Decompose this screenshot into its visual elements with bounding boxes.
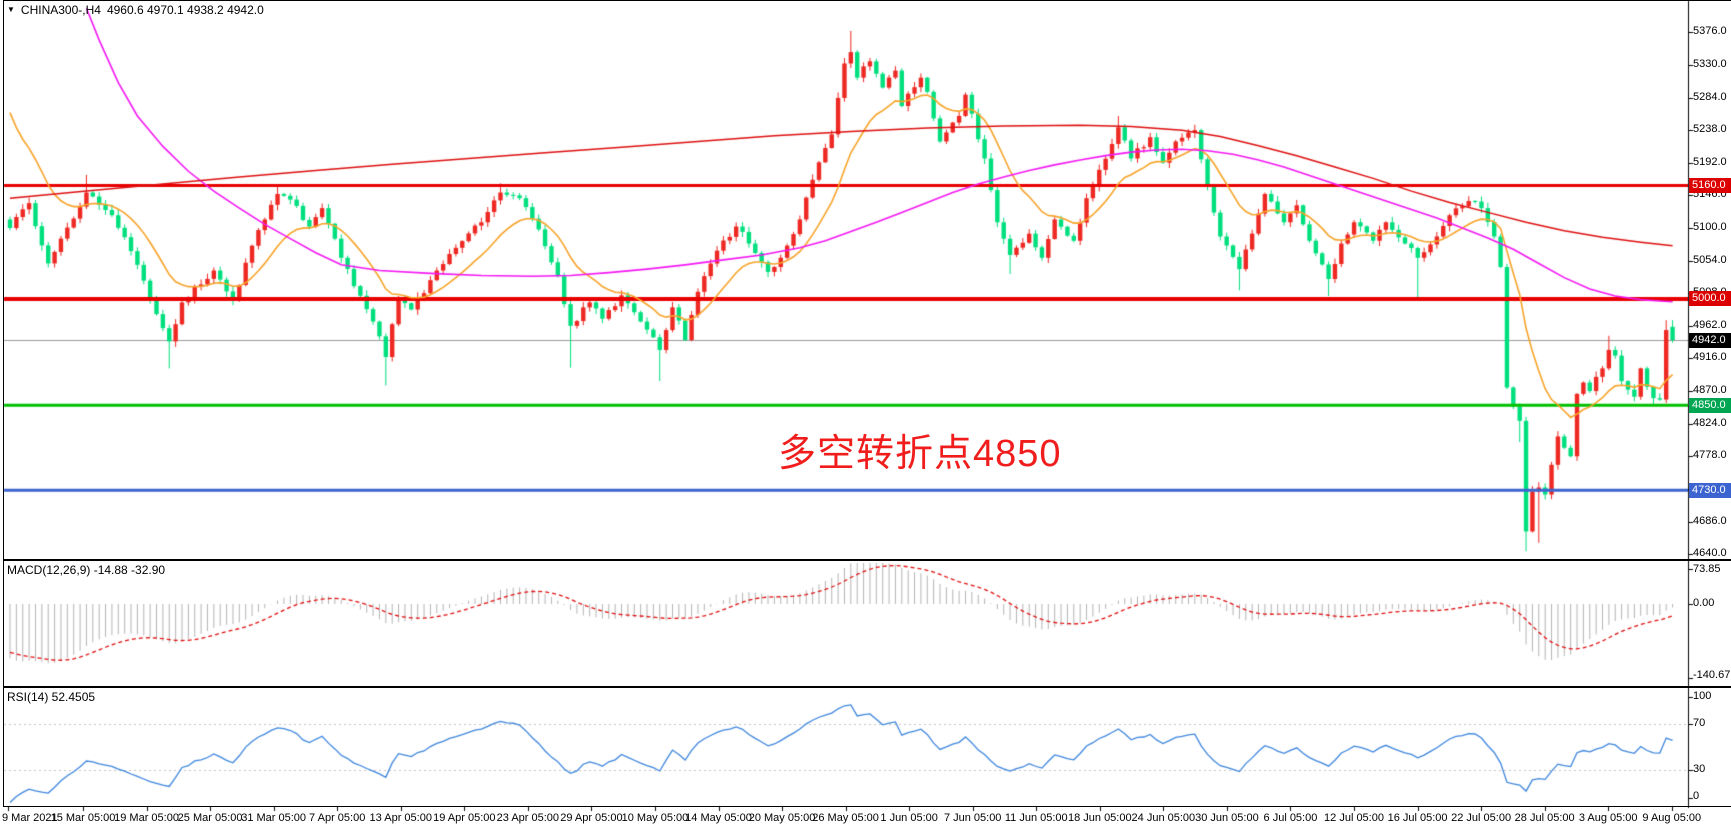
symbol-dropdown-icon[interactable]: ▼ (7, 5, 15, 14)
macd-label: MACD(12,26,9) -14.88 -32.90 (7, 563, 166, 577)
annotation-text[interactable]: 多空转折点4850 (778, 433, 1062, 475)
chart-title: ▼ CHINA300-,H4 4960.6 4970.1 4938.2 4942… (7, 3, 264, 17)
rsi-label: RSI(14) 52.4505 (7, 690, 96, 704)
ohlc-quote: 4960.6 4970.1 4938.2 4942.0 (106, 3, 264, 17)
symbol-name: CHINA300-,H4 (20, 3, 101, 17)
